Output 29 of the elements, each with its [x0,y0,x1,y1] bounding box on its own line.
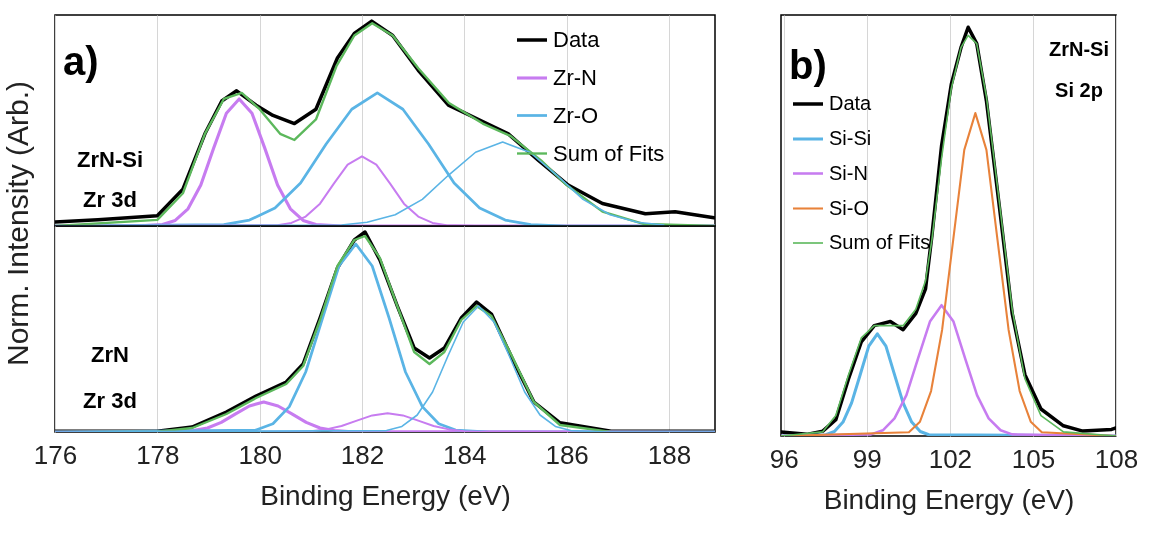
legend-label: Si-Si [829,127,872,149]
x-tick-label: 182 [340,439,385,470]
legend-label: Zr-O [553,102,599,128]
x-tick-label: 184 [443,439,487,470]
legend-label: Zr-N [553,65,597,90]
x-axis-title: Binding Energy (eV) [260,479,511,511]
legend-label: Si-N [829,161,868,184]
x-tick-label: 186 [545,439,589,470]
annotation: b) [789,43,827,87]
annotation: ZrN-Si Zr 3d [77,147,143,212]
x-tick-label: 180 [238,439,282,470]
legend-label: Sum of Fits [829,231,931,253]
annotation: a) [63,39,99,83]
legend-label: Sum of Fits [553,140,665,166]
x-tick-label: 102 [928,443,973,474]
x-tick-label: 105 [1011,443,1056,474]
x-tick-label: 99 [852,443,882,474]
x-axis-title: Binding Energy (eV) [823,483,1075,515]
x-tick-label: 176 [33,439,78,470]
x-tick-label: 96 [769,443,799,474]
x-tick-label: 178 [136,439,180,470]
annotation: ZrN-Si Si 2p [1049,38,1109,101]
x-tick-label: 108 [1094,443,1139,474]
annotation: ZrN Zr 3d [83,342,137,413]
legend-label: Si-O [829,196,869,219]
legend-label: Data [553,27,601,52]
y-axis-title: Norm. Intensity (Arb.) [0,80,34,367]
legend-label: Data [829,92,873,114]
x-tick-label: 188 [647,439,692,470]
